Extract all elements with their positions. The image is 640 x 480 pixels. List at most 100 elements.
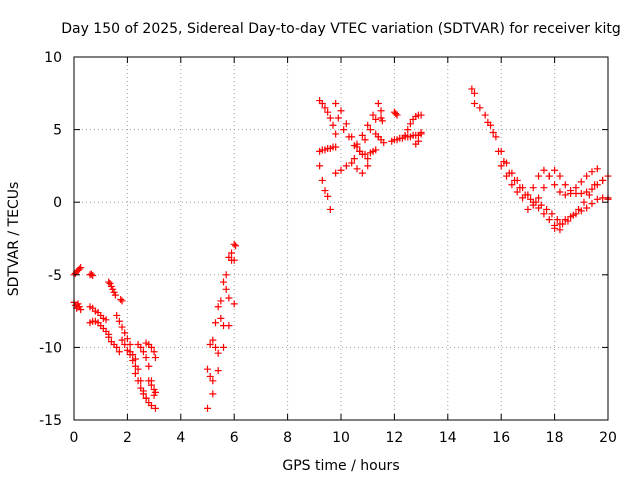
- data-point: [358, 131, 366, 139]
- data-point: [393, 111, 401, 119]
- data-point: [374, 99, 382, 107]
- data-point: [580, 198, 588, 206]
- data-point: [417, 129, 425, 137]
- data-point: [345, 133, 353, 141]
- y-tick-label: -15: [39, 413, 62, 429]
- data-point: [468, 85, 476, 93]
- data-point: [577, 189, 585, 197]
- x-tick-label: 12: [385, 430, 403, 446]
- data-point: [353, 165, 361, 173]
- series-arc-f: [105, 333, 123, 356]
- series-arc-aa: [332, 133, 382, 177]
- data-point: [540, 184, 548, 192]
- series-arc-ag: [390, 108, 401, 119]
- data-point: [342, 120, 350, 128]
- data-point: [476, 104, 484, 112]
- data-point: [225, 294, 233, 302]
- data-point: [551, 166, 559, 174]
- data-point: [121, 340, 129, 348]
- data-point: [577, 207, 585, 215]
- data-point: [495, 147, 503, 155]
- data-point: [232, 242, 240, 250]
- data-point: [561, 216, 569, 224]
- data-point: [516, 184, 524, 192]
- data-point: [118, 323, 126, 331]
- series-arc-a: [70, 264, 85, 279]
- data-point: [417, 111, 425, 119]
- data-point: [342, 162, 350, 170]
- data-point: [332, 130, 340, 138]
- data-point: [481, 111, 489, 119]
- series-arc-p: [204, 256, 238, 412]
- data-point: [121, 329, 129, 337]
- data-point: [321, 187, 329, 195]
- data-point: [230, 240, 238, 248]
- data-point: [364, 121, 372, 129]
- series-arc-d: [86, 303, 110, 324]
- data-point: [392, 110, 400, 118]
- x-tick-label: 20: [599, 430, 617, 446]
- data-point: [543, 205, 551, 213]
- series-arc-c: [86, 270, 97, 280]
- series-arc-m: [134, 340, 159, 412]
- data-point: [220, 278, 228, 286]
- data-point: [366, 126, 374, 134]
- data-point: [147, 343, 155, 351]
- data-point: [577, 178, 585, 186]
- data-point: [356, 147, 364, 155]
- data-point: [529, 201, 537, 209]
- data-point: [77, 306, 85, 314]
- x-axis-label: GPS time / hours: [282, 458, 399, 474]
- x-tick-label: 18: [546, 430, 564, 446]
- data-point: [230, 300, 238, 308]
- series-arc-n: [142, 339, 159, 362]
- data-point: [151, 388, 159, 396]
- data-point: [147, 381, 155, 389]
- data-point: [137, 343, 145, 351]
- series-arc-aj: [468, 85, 478, 97]
- y-axis-label: SDTVAR / TECUs: [6, 182, 22, 297]
- data-point: [540, 166, 548, 174]
- data-point: [151, 354, 159, 362]
- data-point: [511, 176, 519, 184]
- data-point: [378, 117, 386, 125]
- data-point: [332, 99, 340, 107]
- data-point: [553, 216, 561, 224]
- x-tick-label: 10: [332, 430, 350, 446]
- series-arc-an: [524, 166, 612, 213]
- data-point: [134, 377, 142, 385]
- data-point: [364, 162, 372, 170]
- data-points: [70, 85, 612, 412]
- data-point: [593, 181, 601, 189]
- data-point: [214, 303, 222, 311]
- data-point: [492, 133, 500, 141]
- data-point: [524, 205, 532, 213]
- data-point: [228, 249, 236, 257]
- data-point: [209, 377, 217, 385]
- y-tick-label: 5: [53, 123, 62, 139]
- data-point: [540, 210, 548, 218]
- x-tick-label: 8: [283, 430, 292, 446]
- data-point: [142, 394, 150, 402]
- data-point: [588, 185, 596, 193]
- y-tick-label: -10: [39, 340, 62, 356]
- data-point: [527, 195, 535, 203]
- x-tick-label: 2: [123, 430, 132, 446]
- data-point: [572, 210, 580, 218]
- data-point: [137, 384, 145, 392]
- series-arc-w: [316, 162, 332, 200]
- series-arc-u: [316, 97, 340, 138]
- data-point: [369, 111, 377, 119]
- data-point: [545, 172, 553, 180]
- data-point: [329, 121, 337, 129]
- data-point: [147, 401, 155, 409]
- data-point: [105, 278, 113, 286]
- data-point: [129, 351, 137, 359]
- data-point: [204, 404, 211, 412]
- data-point: [113, 343, 121, 351]
- data-point: [89, 272, 97, 280]
- data-point: [206, 340, 214, 348]
- data-point: [131, 355, 139, 363]
- x-tick-label: 4: [176, 430, 185, 446]
- series-arc-ae: [377, 114, 386, 125]
